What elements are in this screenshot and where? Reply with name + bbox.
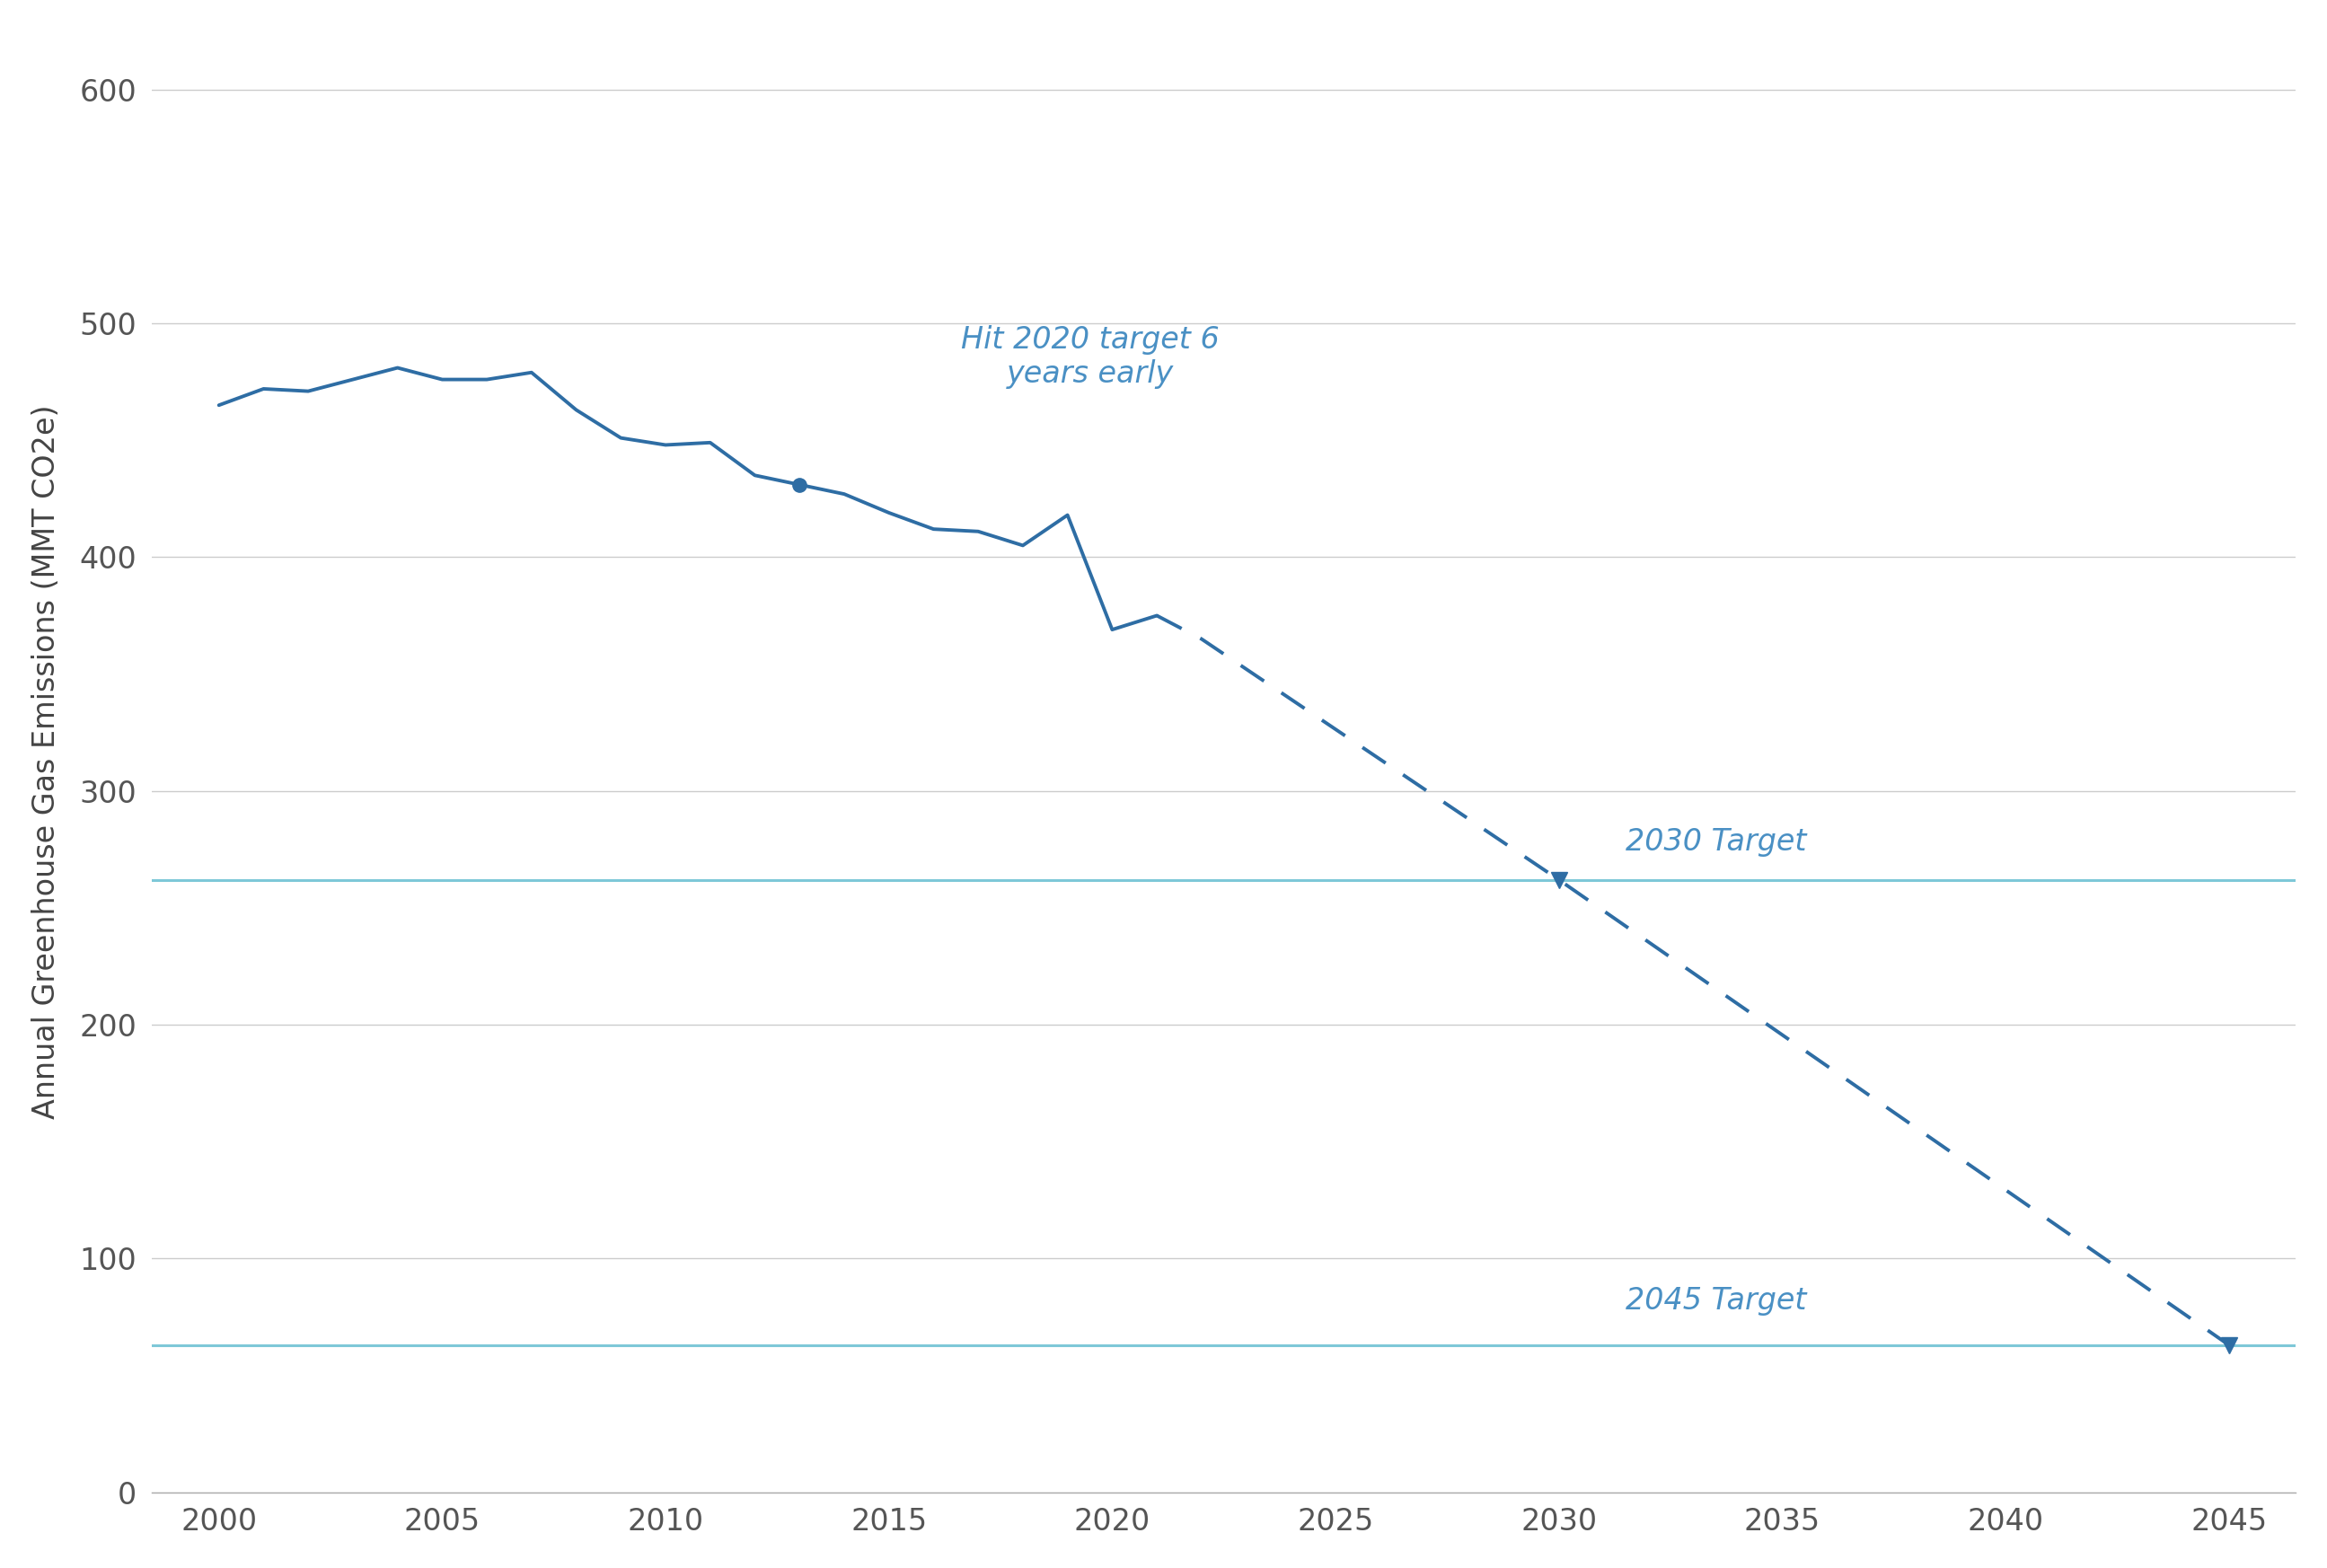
Y-axis label: Annual Greenhouse Gas Emissions (MMT CO2e): Annual Greenhouse Gas Emissions (MMT CO2… — [30, 405, 61, 1120]
Text: Hit 2020 target 6
years early: Hit 2020 target 6 years early — [961, 325, 1219, 389]
Text: 2045 Target: 2045 Target — [1627, 1286, 1806, 1316]
Text: 2030 Target: 2030 Target — [1627, 828, 1806, 858]
